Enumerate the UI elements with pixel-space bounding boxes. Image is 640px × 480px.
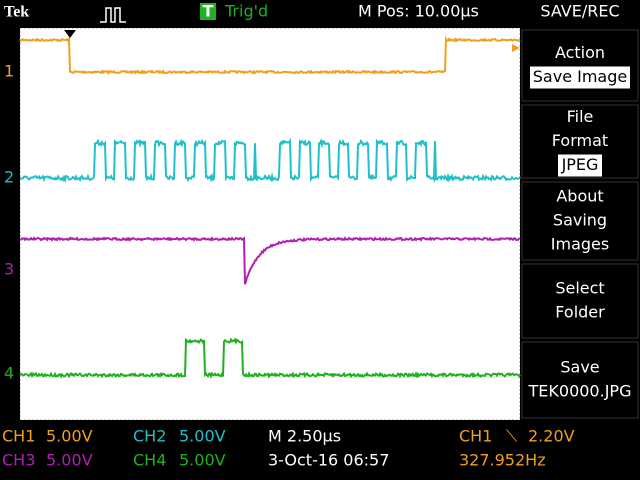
menu-label: Saving	[553, 211, 607, 230]
timebase: M 2.50µs	[268, 427, 341, 446]
menu-button[interactable]: Action Save Image	[521, 29, 639, 102]
ch3-scale: 5.00V	[46, 451, 93, 470]
trigger-position-marker	[64, 30, 76, 38]
trace	[19, 137, 521, 184]
menu-value: Save Image	[533, 67, 627, 86]
trigger-level: 2.20V	[528, 427, 575, 446]
ch4-label: CH4	[133, 451, 166, 470]
trace	[19, 337, 521, 379]
menu-label: File	[567, 107, 594, 126]
frequency: 327.952Hz	[459, 451, 546, 470]
date-time: 3-Oct-16 06:57	[268, 451, 389, 470]
trigger-icon-box	[200, 3, 216, 20]
menu-value: JPEG	[561, 155, 599, 174]
menu-button-frame	[521, 341, 639, 419]
ch4-scale: 5.00V	[179, 451, 226, 470]
trace	[19, 236, 521, 285]
menu-button[interactable]: Save TEK0000.JPG	[521, 341, 639, 419]
ch1-label: CH1	[2, 427, 35, 446]
trigger-icon: T	[203, 2, 214, 21]
ch2-scale: 5.00V	[179, 427, 226, 446]
menu-label: Save	[560, 358, 599, 377]
menu-title: SAVE/REC	[540, 2, 619, 21]
channel-marker: 4	[4, 364, 14, 383]
horizontal-position: M Pos: 10.00µs	[358, 2, 479, 21]
menu-label: Images	[551, 235, 609, 254]
brand: Tek	[4, 4, 29, 21]
ch2-label: CH2	[133, 427, 166, 446]
menu-label: Format	[552, 131, 608, 150]
menu-label: Action	[555, 43, 605, 62]
channel-marker: 1	[4, 62, 14, 81]
menu-button[interactable]: File Format JPEG	[521, 104, 639, 179]
graticule	[20, 28, 520, 420]
menu-value-highlight	[558, 154, 602, 177]
menu-button-frame	[521, 181, 639, 261]
menu-label: Folder	[555, 303, 605, 322]
ch1-scale: 5.00V	[46, 427, 93, 446]
menu-value: TEK0000.JPG	[528, 382, 632, 401]
menu-value-highlight	[530, 66, 630, 89]
trigger-level-marker	[512, 44, 520, 52]
graticule-border	[20, 28, 520, 420]
trigger-status: Trig'd	[224, 2, 268, 21]
menu-button[interactable]: About Saving Images	[521, 181, 639, 261]
side-menu: Action Save Image File Format JPEG About Savin…	[521, 29, 639, 419]
trigger-source: CH1	[459, 427, 492, 446]
menu-label: Select	[555, 279, 604, 298]
waveforms	[19, 35, 521, 379]
menu-button[interactable]: Select Folder	[521, 263, 639, 339]
menu-button-frame	[521, 263, 639, 339]
acquire-icon	[100, 7, 126, 23]
channel-marker: 2	[4, 168, 14, 187]
menu-label: About	[556, 187, 603, 206]
channel-marker: 3	[4, 260, 14, 279]
menu-button-frame	[521, 29, 639, 102]
trace	[19, 35, 521, 75]
ch3-label: CH3	[2, 451, 35, 470]
trigger-slope: ⟍	[506, 427, 518, 446]
